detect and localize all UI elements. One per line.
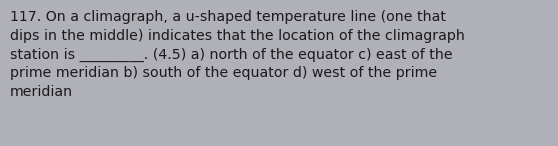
Text: 117. On a climagraph, a u-shaped temperature line (one that
dips in the middle) : 117. On a climagraph, a u-shaped tempera… (10, 10, 465, 99)
